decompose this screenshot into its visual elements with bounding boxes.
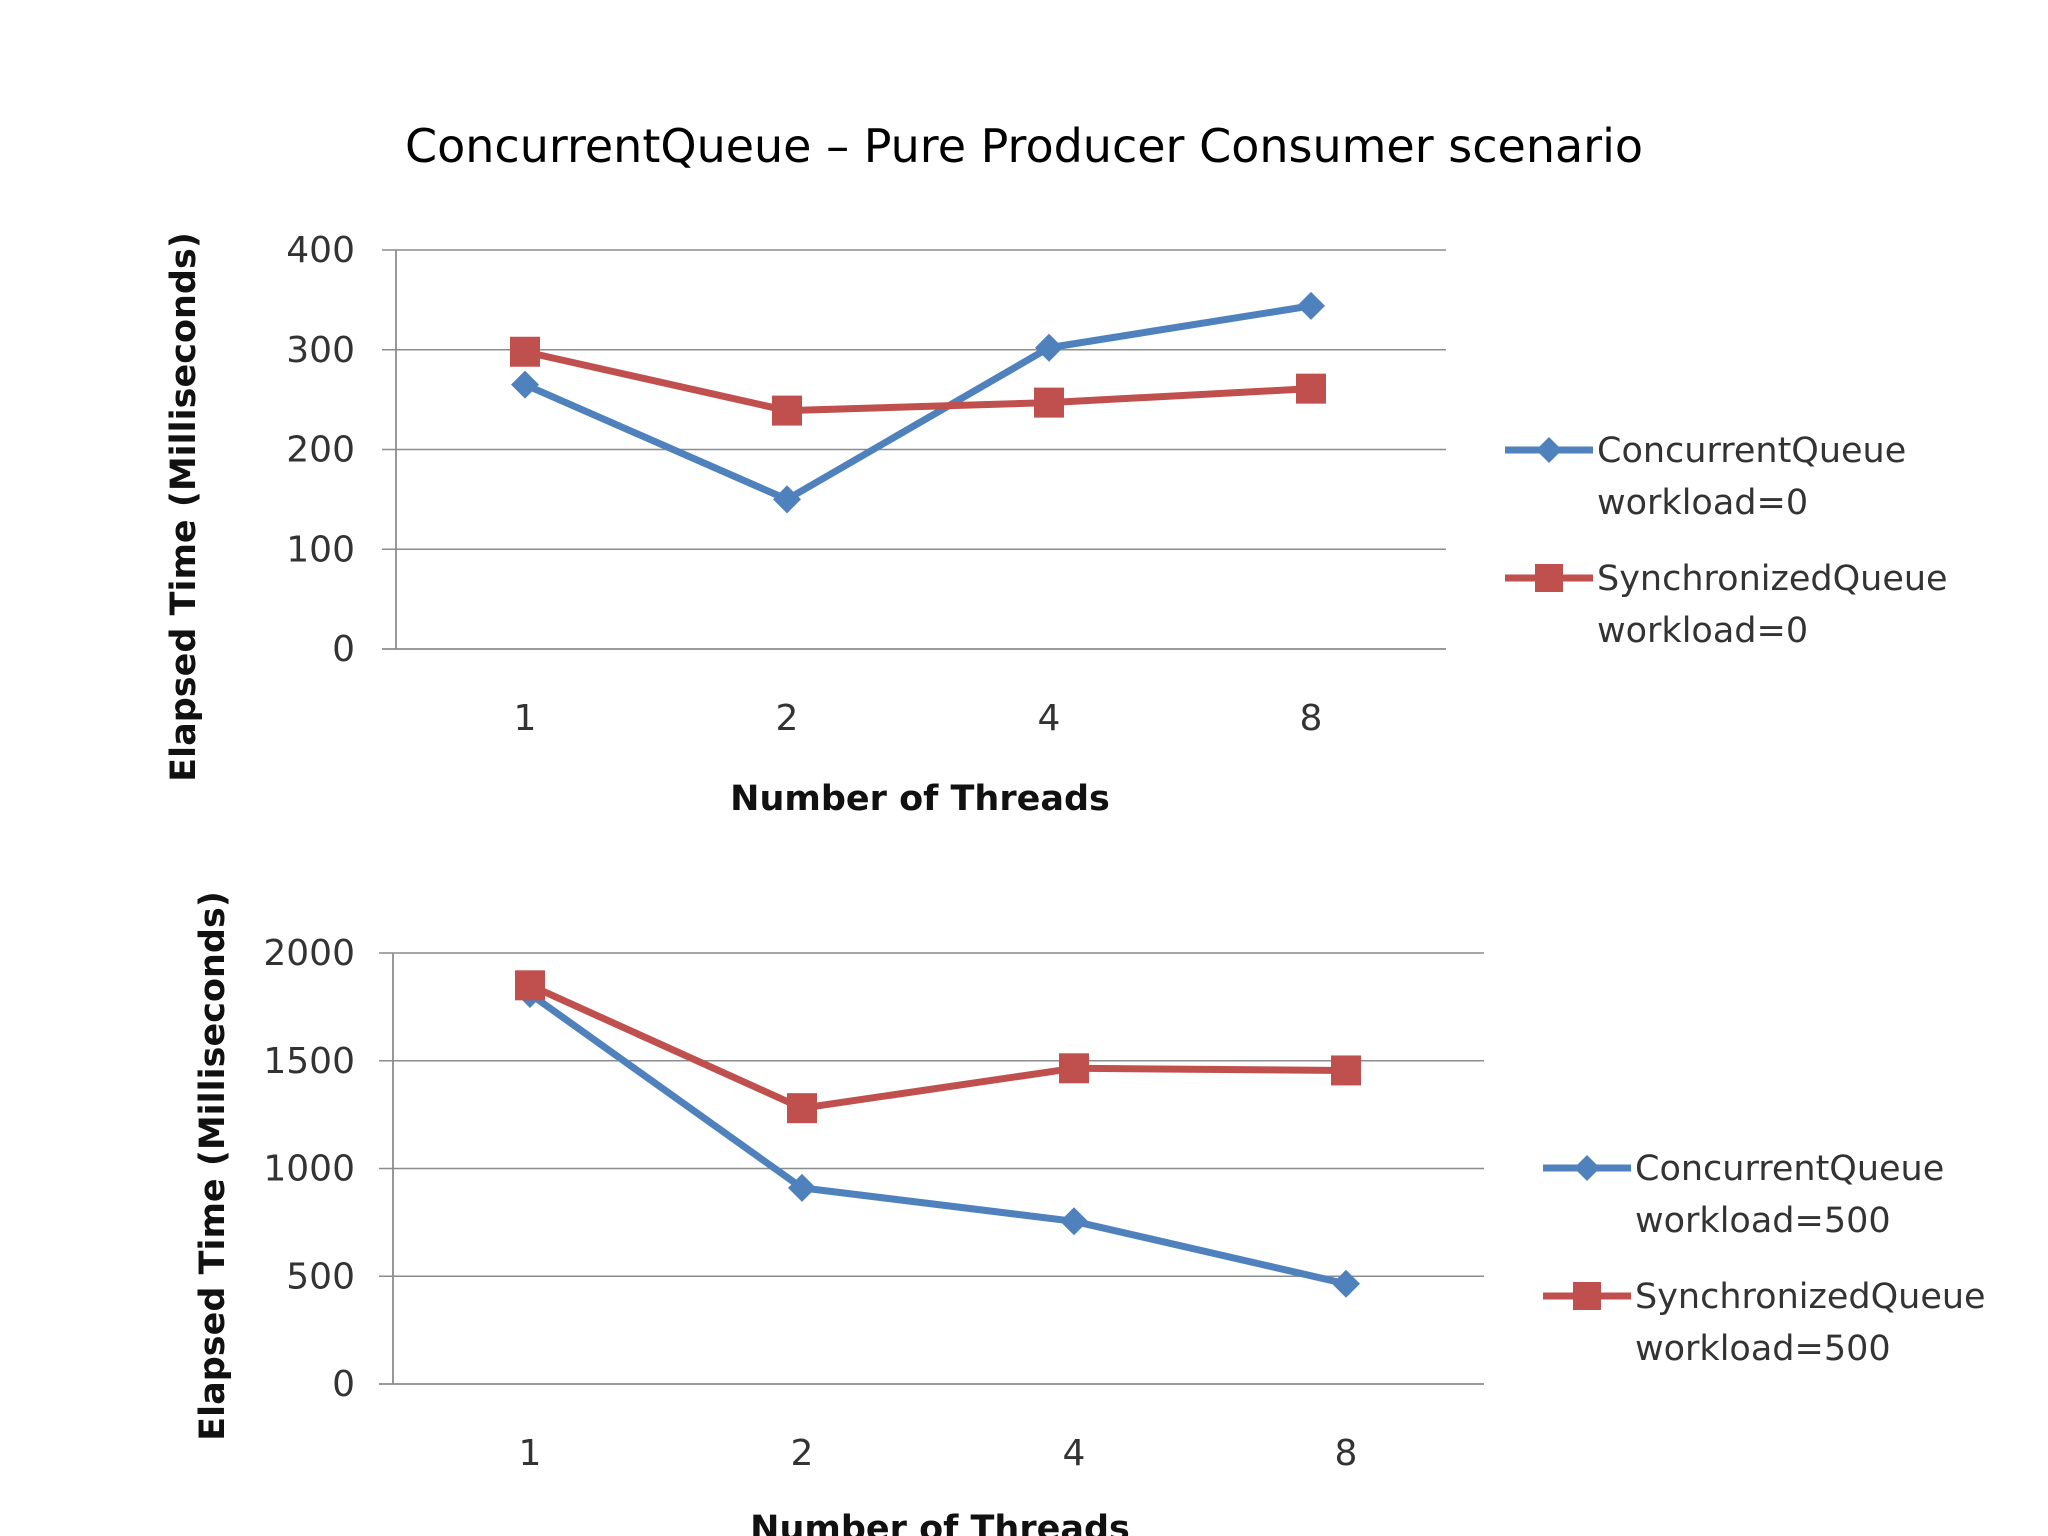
y-axis-title: Elapsed Time (Milliseconds) [193, 891, 233, 1441]
series-concurrent [516, 979, 1360, 1298]
slide-title: ConcurrentQueue – Pure Producer Consumer… [405, 119, 1643, 173]
y-tick-label: 2000 [263, 933, 355, 974]
series-line-concurrent [523, 302, 1312, 503]
data-point-concurrent [1035, 333, 1063, 362]
x-tick-label: 2 [791, 1433, 814, 1474]
data-point-synchronized [1296, 373, 1326, 404]
series-concurrent [511, 291, 1325, 514]
y-tick-label: 1000 [263, 1149, 355, 1190]
legend-marker-synchronized [1573, 1282, 1601, 1310]
y-tick-label: 400 [286, 230, 355, 271]
data-point-concurrent [1060, 1207, 1088, 1236]
data-point-synchronized [1034, 387, 1064, 418]
y-tick-label: 1500 [263, 1041, 355, 1082]
data-point-synchronized [510, 336, 540, 367]
y-tick-label: 100 [286, 529, 355, 570]
series-line-concurrent [527, 991, 1347, 1288]
data-point-concurrent [1297, 291, 1325, 320]
legend-label: SynchronizedQueue [1635, 1277, 1986, 1317]
series-synchronized [510, 336, 1326, 426]
series-synchronized [515, 970, 1361, 1124]
y-tick-label: 500 [286, 1256, 355, 1297]
x-axis-title: Number of Threads [750, 1509, 1130, 1536]
data-point-concurrent [511, 370, 539, 399]
legend-marker-concurrent [1574, 1155, 1600, 1181]
data-point-synchronized [772, 395, 802, 426]
data-point-synchronized [1331, 1055, 1361, 1086]
legend-marker-synchronized [1535, 564, 1563, 592]
x-tick-label: 2 [776, 698, 799, 739]
x-tick-label: 8 [1335, 1433, 1358, 1474]
x-tick-label: 1 [519, 1433, 542, 1474]
x-axis-title: Number of Threads [730, 779, 1110, 819]
y-tick-label: 0 [332, 1364, 355, 1405]
legend-entry-synchronized: SynchronizedQueue workload=0 [1505, 559, 1948, 651]
series-line-synchronized [524, 348, 1312, 415]
legend-entry-concurrent: ConcurrentQueue workload=500 [1543, 1149, 1944, 1241]
legend-entry-synchronized: SynchronizedQueue workload=500 [1543, 1277, 1986, 1369]
legend-marker-concurrent [1536, 437, 1562, 463]
series-line-synchronized [528, 982, 1347, 1112]
data-point-concurrent [1332, 1269, 1360, 1298]
legend-label: ConcurrentQueue [1597, 431, 1906, 471]
y-tick-label: 200 [286, 430, 355, 471]
legend-label: ConcurrentQueue [1635, 1149, 1944, 1189]
data-point-concurrent [788, 1173, 816, 1202]
y-tick-label: 300 [286, 330, 355, 371]
x-tick-label: 1 [514, 698, 537, 739]
data-point-synchronized [787, 1093, 817, 1124]
legend-entry-concurrent: ConcurrentQueue workload=0 [1505, 431, 1906, 523]
y-tick-label: 0 [332, 629, 355, 670]
legend-label: workload=500 [1635, 1329, 1891, 1369]
legend-label: workload=500 [1635, 1201, 1891, 1241]
data-point-concurrent [773, 485, 801, 514]
x-tick-label: 4 [1038, 698, 1061, 739]
x-tick-label: 4 [1063, 1433, 1086, 1474]
data-point-synchronized [1059, 1053, 1089, 1084]
chart-workload-500: 0 500 1000 1500 2000 1 2 4 8 Number of Threads Ela… [193, 891, 1986, 1536]
legend-label: workload=0 [1597, 611, 1808, 651]
legend-label: workload=0 [1597, 483, 1808, 523]
data-point-synchronized [515, 970, 545, 1001]
legend-label: SynchronizedQueue [1597, 559, 1948, 599]
chart-workload-0: 0 100 200 300 400 1 2 4 8 Number of Threads Elapse… [164, 230, 1948, 819]
y-axis-title: Elapsed Time (Milliseconds) [164, 232, 204, 782]
x-tick-label: 8 [1300, 698, 1323, 739]
